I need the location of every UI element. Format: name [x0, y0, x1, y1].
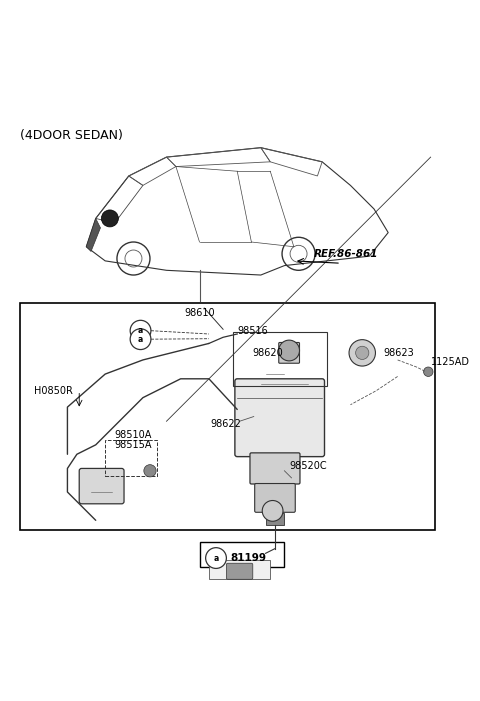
Text: H0850R: H0850R	[35, 386, 73, 395]
FancyBboxPatch shape	[279, 343, 300, 363]
Text: 81199: 81199	[230, 553, 266, 563]
Text: 1125AD: 1125AD	[431, 358, 469, 367]
Bar	[200, 542, 285, 568]
Text: a: a	[138, 334, 143, 343]
Circle shape	[349, 340, 375, 366]
Bar	[209, 560, 270, 579]
Text: 98623: 98623	[384, 348, 414, 358]
Text: 98610: 98610	[184, 308, 215, 318]
Circle shape	[101, 210, 119, 227]
Text: 98520C: 98520C	[289, 461, 327, 471]
Text: a: a	[214, 554, 218, 562]
FancyBboxPatch shape	[79, 468, 124, 504]
Circle shape	[356, 346, 369, 360]
Text: 98622: 98622	[210, 418, 241, 428]
Bar	[20, 304, 435, 530]
Polygon shape	[86, 219, 100, 252]
Text: 98516: 98516	[237, 326, 268, 336]
FancyBboxPatch shape	[250, 453, 300, 484]
Text: REF.86-861: REF.86-861	[313, 249, 378, 259]
FancyBboxPatch shape	[235, 379, 324, 456]
Circle shape	[130, 329, 151, 350]
Text: 98515A: 98515A	[115, 440, 152, 450]
Text: 98620: 98620	[252, 348, 283, 358]
Bar	[265, 513, 285, 525]
FancyBboxPatch shape	[255, 484, 295, 512]
Text: a: a	[138, 326, 143, 335]
Circle shape	[144, 465, 156, 477]
Bar	[232, 332, 327, 386]
Text: 98510A: 98510A	[115, 430, 152, 440]
Circle shape	[130, 320, 151, 341]
Circle shape	[279, 340, 300, 361]
Circle shape	[262, 501, 283, 522]
FancyBboxPatch shape	[227, 563, 253, 579]
Bar	[105, 440, 157, 475]
Circle shape	[205, 547, 227, 569]
Circle shape	[423, 367, 433, 376]
Text: (4DOOR SEDAN): (4DOOR SEDAN)	[20, 129, 123, 142]
